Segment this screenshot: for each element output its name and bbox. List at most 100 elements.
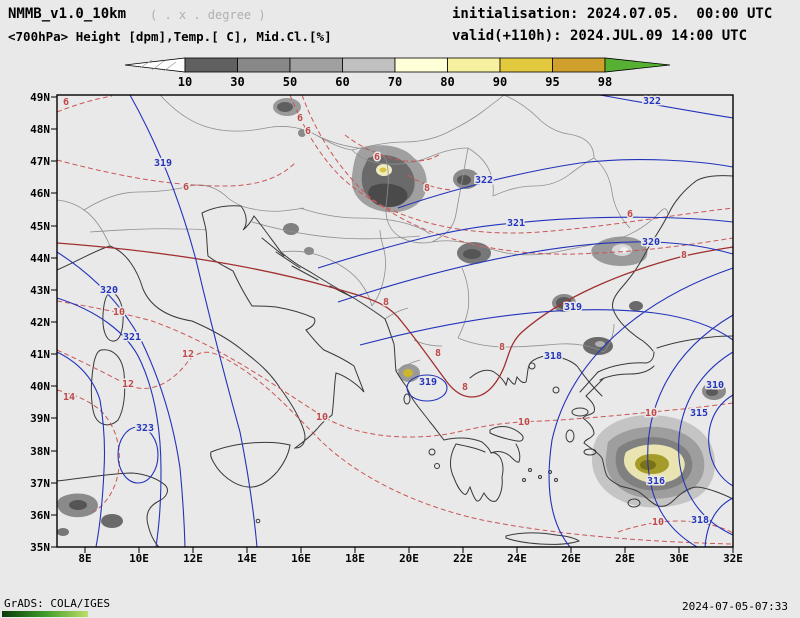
temp-contour-label: 10 (316, 412, 328, 423)
colorbar-segment (184, 57, 238, 73)
colorbar-segment (552, 57, 606, 73)
lat-axis-label: 49N (30, 91, 50, 104)
lat-axis-label: 43N (30, 284, 50, 297)
temp-contour-label: 8 (681, 250, 687, 261)
lat-axis-label: 37N (30, 477, 50, 490)
lat-axis-label: 42N (30, 316, 50, 329)
lon-axis-label: 20E (399, 552, 419, 565)
lon-axis-label: 30E (669, 552, 689, 565)
colorbar-left-arrow-hatch (139, 59, 177, 72)
height-contour-label: 319 (564, 302, 582, 313)
lat-axis: 49N 48N 47N 46N 45N 44N 43N 42N 41N 40N … (30, 91, 50, 554)
lat-axis-label: 40N (30, 380, 50, 393)
height-contour-label: 320 (642, 237, 660, 248)
lat-axis-label: 44N (30, 252, 50, 265)
temp-contours (56, 94, 734, 545)
colorbar-segment (499, 57, 553, 73)
lon-axis-label: 10E (129, 552, 149, 565)
temp-contour-label: 8 (435, 348, 441, 359)
lon-axis-label: 18E (345, 552, 365, 565)
colorbar-tick-label: 95 (545, 75, 559, 89)
valid-time: valid(+110h): 2024.JUL.09 14:00 UTC (452, 28, 748, 44)
colorbar-tick-label: 90 (493, 75, 507, 89)
height-contour-label: 316 (647, 476, 665, 487)
init-time: initialisation: 2024.07.05. 00:00 UTC (452, 6, 773, 22)
height-contours (56, 94, 734, 548)
colorbar-tick-label: 70 (388, 75, 402, 89)
lat-axis-label: 46N (30, 187, 50, 200)
temp-contour-label: 12 (182, 349, 194, 360)
temp-contour-label: 6 (627, 209, 633, 220)
temp-contour-label: 6 (297, 113, 303, 124)
height-contour-labels: 322 319 322 321 320 320 319 321 318 319 … (98, 95, 725, 528)
temp-contour-label: 8 (462, 382, 468, 393)
lon-axis-label: 28E (615, 552, 635, 565)
temp-contour-label: 10 (518, 417, 530, 428)
temp-contour-label: 8 (383, 297, 389, 308)
height-contour-label: 310 (706, 380, 724, 391)
temp-contour-label: 8 (424, 183, 430, 194)
temp-contour-label: 6 (374, 152, 380, 163)
lon-axis-label: 8E (78, 552, 91, 565)
lat-axis-label: 39N (30, 412, 50, 425)
field-title: <700hPa> Height [dpm],Temp.[ C], Mid.Cl.… (8, 29, 332, 44)
height-contour-label: 319 (419, 377, 437, 388)
lat-axis-label: 38N (30, 445, 50, 458)
map-frame (56, 94, 734, 548)
colorbar-tick-label: 60 (335, 75, 349, 89)
colorbar-right-arrow (604, 57, 671, 73)
height-contour-label: 320 (100, 285, 118, 296)
temp-contour-labels: 6 6 6 6 6 8 6 8 8 10 12 8 8 12 14 10 10 … (61, 96, 688, 530)
colorbar-tick-label: 80 (440, 75, 454, 89)
cloud-shading (57, 98, 726, 536)
lon-axis-label: 22E (453, 552, 473, 565)
lat-axis-label: 48N (30, 123, 50, 136)
resolution-note: ( . x . degree ) (150, 8, 266, 22)
height-contour-label: 323 (136, 423, 154, 434)
lat-axis-label: 41N (30, 348, 50, 361)
temp-contour-label: 12 (122, 379, 134, 390)
lon-axis-label: 12E (183, 552, 203, 565)
temp-contour-label: 8 (499, 342, 505, 353)
lat-axis-label: 47N (30, 155, 50, 168)
colorbar-tick-label: 98 (598, 75, 612, 89)
colorbar-tick-label: 30 (230, 75, 244, 89)
temp-contour-label: 10 (113, 307, 125, 318)
height-contour-label: 321 (123, 332, 141, 343)
temp-contour-label: 10 (652, 517, 664, 528)
model-title: NMMB_v1.0_10km (8, 6, 127, 22)
temp-contour-label: 6 (183, 182, 189, 193)
temp-contour-label: 6 (305, 126, 311, 137)
grads-logo-strip (2, 611, 88, 617)
lat-tick-marks (51, 96, 57, 548)
grads-credit: GrADS: COLA/IGES (4, 597, 110, 610)
temp-contour-label: 14 (63, 392, 75, 403)
lon-axis-label: 32E (723, 552, 743, 565)
lat-axis-label: 45N (30, 220, 50, 233)
lat-axis-label: 36N (30, 509, 50, 522)
coastlines (56, 175, 734, 548)
colorbar-tick-label: 10 (178, 75, 192, 89)
lon-axis-label: 16E (291, 552, 311, 565)
colorbar-segment (237, 57, 291, 73)
height-contour-label: 318 (691, 515, 709, 526)
lat-axis-label: 35N (30, 541, 50, 554)
colorbar-left-arrow (124, 57, 186, 73)
height-contour-label: 315 (690, 408, 708, 419)
lon-axis-label: 14E (237, 552, 257, 565)
generation-timestamp: 2024-07-05-07:33 (682, 600, 788, 613)
height-contour-label: 321 (507, 218, 525, 229)
height-contour-label: 322 (643, 96, 661, 107)
lon-axis: 8E 10E 12E 14E 16E 18E 20E 22E 24E 26E 2… (78, 552, 743, 565)
colorbar-segment (289, 57, 343, 73)
temp-contour-highlight (56, 242, 734, 398)
height-contour-label: 318 (544, 351, 562, 362)
temp-contour-label: 6 (63, 97, 69, 108)
lon-axis-label: 24E (507, 552, 527, 565)
lon-axis-label: 26E (561, 552, 581, 565)
colorbar-segment (447, 57, 501, 73)
colorbar: 10 30 50 60 70 80 90 95 98 (124, 57, 671, 89)
height-contour-label: 322 (475, 175, 493, 186)
colorbar-segment (342, 57, 396, 73)
